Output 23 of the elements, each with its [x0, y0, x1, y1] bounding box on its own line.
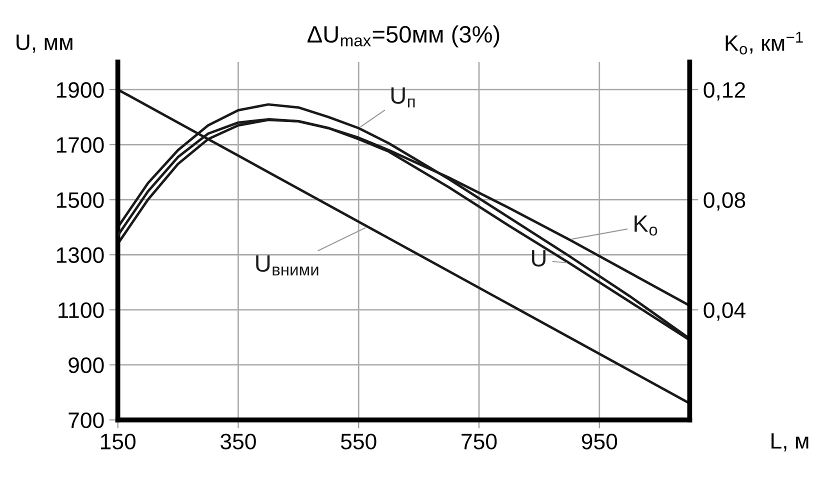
y-tick-label: 1500 [56, 192, 104, 208]
series-label: K$_{о}$ [634, 216, 658, 236]
y-tick-label: 1300 [56, 247, 104, 264]
series-label: U$_{п}$ [391, 87, 415, 108]
x-tick-label: 950 [582, 434, 618, 450]
y-axis-title: U, мм [16, 34, 72, 53]
y-tick-label: 900 [68, 357, 104, 374]
x-tick-label: 350 [220, 434, 256, 450]
x-tick-label: 750 [462, 434, 497, 450]
y2-tick-label: 0,12 [704, 82, 746, 100]
text: U$_{вними}$ [256, 255, 318, 276]
y2-tick-label: 0,04 [704, 302, 746, 321]
y-tick-label: 1900 [56, 82, 104, 98]
series-label: U [532, 250, 546, 267]
y-tick-label: 700 [68, 412, 104, 428]
x-tick-label: 550 [340, 434, 376, 450]
y-tick-label: 1100 [58, 302, 104, 318]
chart-title: ΔU$_{max}$=50мм (3%) [308, 25, 500, 48]
y2-tick-label: 0,08 [704, 192, 746, 211]
y-tick-label: 1700 [56, 137, 104, 153]
x-tick-label: 150 [100, 434, 136, 450]
x-axis-title: L, м [772, 433, 808, 452]
y2-axis-title: K$_{о}$, км$^{−1}$ [726, 32, 803, 54]
